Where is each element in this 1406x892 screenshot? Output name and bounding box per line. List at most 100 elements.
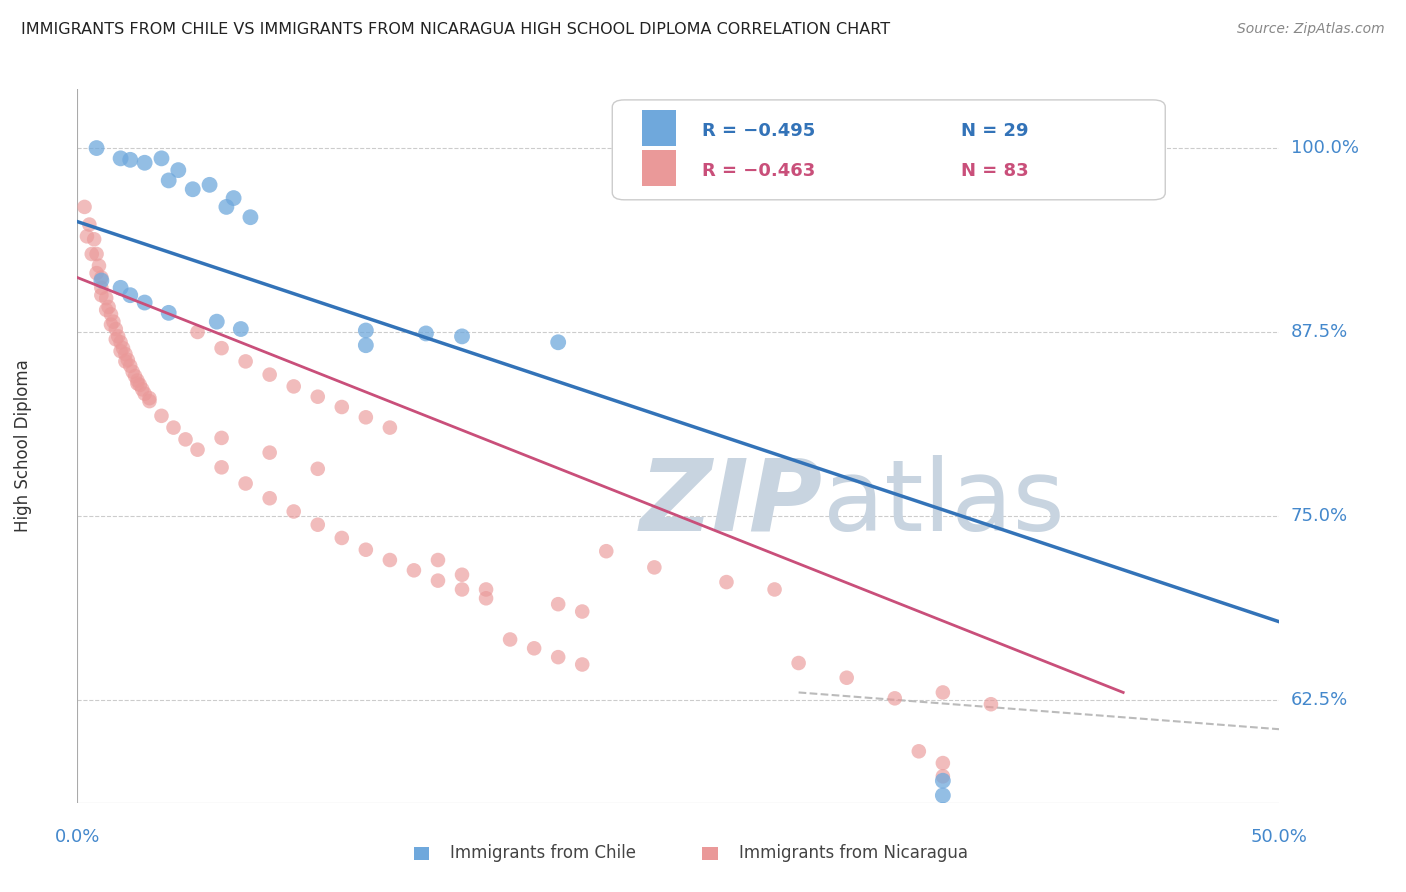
Point — [883, 691, 905, 706]
Point — [127, 376, 149, 391]
Point — [96, 291, 118, 305]
Point — [451, 582, 474, 597]
Bar — [703, 847, 717, 860]
Point — [643, 560, 665, 574]
Point — [167, 163, 190, 178]
Text: Immigrants from Chile: Immigrants from Chile — [450, 845, 636, 863]
Point — [980, 697, 1002, 711]
Point — [162, 420, 184, 434]
Text: 50.0%: 50.0% — [1251, 828, 1308, 846]
Point — [415, 326, 437, 341]
Point — [211, 341, 233, 355]
Point — [235, 354, 257, 368]
Point — [932, 756, 955, 770]
Point — [427, 574, 450, 588]
Point — [181, 182, 204, 196]
Point — [571, 605, 593, 619]
Point — [86, 266, 108, 280]
Point — [211, 431, 233, 445]
Point — [134, 295, 156, 310]
Bar — [643, 110, 676, 145]
Point — [932, 773, 955, 788]
Point — [235, 476, 257, 491]
Point — [211, 460, 233, 475]
Point — [547, 650, 569, 665]
Point — [186, 442, 209, 457]
Point — [229, 322, 252, 336]
Point — [378, 553, 401, 567]
Point — [932, 685, 955, 699]
Text: 0.0%: 0.0% — [55, 828, 100, 846]
Point — [121, 365, 143, 379]
Point — [215, 200, 238, 214]
Point — [83, 232, 105, 246]
Point — [90, 273, 112, 287]
Point — [131, 382, 153, 396]
Point — [120, 288, 142, 302]
Point — [547, 335, 569, 350]
Point — [571, 657, 593, 672]
Point — [150, 152, 173, 166]
Point — [835, 671, 858, 685]
Point — [595, 544, 617, 558]
Point — [307, 462, 329, 476]
Point — [110, 281, 132, 295]
Point — [174, 433, 197, 447]
Point — [76, 229, 98, 244]
Point — [427, 553, 450, 567]
Point — [259, 368, 281, 382]
Point — [354, 338, 377, 352]
Point — [110, 344, 132, 359]
Point — [307, 517, 329, 532]
Point — [157, 306, 180, 320]
Point — [330, 400, 353, 414]
Point — [80, 247, 103, 261]
Point — [124, 369, 146, 384]
Point — [90, 281, 112, 295]
Point — [451, 567, 474, 582]
Point — [86, 141, 108, 155]
Point — [259, 491, 281, 506]
Point — [475, 591, 498, 606]
Point — [523, 641, 546, 656]
Point — [87, 259, 110, 273]
Point — [283, 379, 305, 393]
Text: Source: ZipAtlas.com: Source: ZipAtlas.com — [1237, 22, 1385, 37]
Point — [90, 270, 112, 285]
Point — [100, 318, 122, 332]
Bar — [643, 150, 676, 186]
Point — [283, 504, 305, 518]
Point — [186, 325, 209, 339]
Text: 100.0%: 100.0% — [1291, 139, 1358, 157]
Point — [932, 803, 955, 817]
Point — [402, 563, 425, 577]
Point — [100, 307, 122, 321]
Point — [239, 211, 262, 225]
Point — [354, 410, 377, 425]
Point — [763, 582, 786, 597]
Text: N = 29: N = 29 — [960, 122, 1028, 140]
Point — [908, 744, 931, 758]
Point — [110, 152, 132, 166]
Point — [104, 322, 127, 336]
Point — [134, 386, 156, 401]
Point — [716, 575, 738, 590]
Point — [117, 353, 139, 368]
Point — [114, 354, 136, 368]
Text: R = −0.495: R = −0.495 — [703, 122, 815, 140]
Point — [128, 378, 150, 392]
Point — [354, 324, 377, 338]
Text: N = 83: N = 83 — [960, 162, 1029, 180]
Text: High School Diploma: High School Diploma — [14, 359, 32, 533]
Text: 75.0%: 75.0% — [1291, 507, 1348, 524]
Point — [97, 300, 120, 314]
Point — [205, 315, 228, 329]
Point — [120, 359, 142, 373]
Text: R = −0.463: R = −0.463 — [703, 162, 815, 180]
Point — [932, 789, 955, 803]
Point — [378, 420, 401, 434]
Text: IMMIGRANTS FROM CHILE VS IMMIGRANTS FROM NICARAGUA HIGH SCHOOL DIPLOMA CORRELATI: IMMIGRANTS FROM CHILE VS IMMIGRANTS FROM… — [21, 22, 890, 37]
Text: atlas: atlas — [823, 455, 1064, 551]
Point — [111, 341, 134, 355]
Point — [104, 332, 127, 346]
